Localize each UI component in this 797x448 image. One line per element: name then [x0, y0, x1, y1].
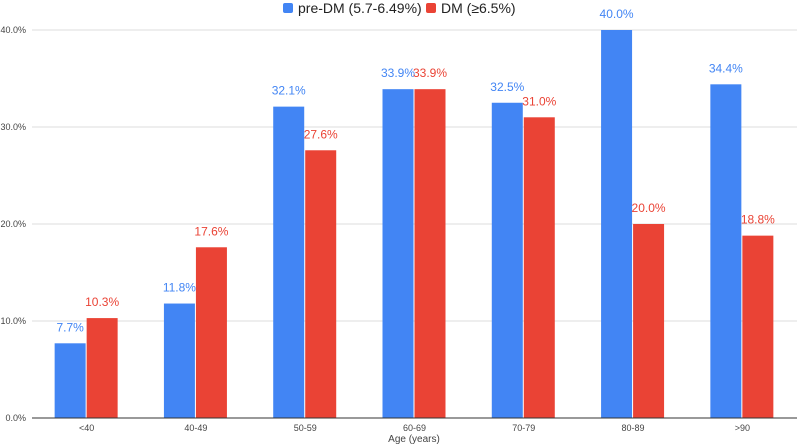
x-axis-ticks: <40 40-49 50-59 60-69 70-79 80-89 >90 [79, 423, 750, 433]
bar-pre-dm [601, 30, 633, 418]
x-tick-label: 40-49 [184, 423, 207, 433]
bar-pre-dm [491, 102, 523, 418]
bar-dm [195, 247, 227, 418]
data-label: 40.0% [600, 7, 634, 21]
y-tick-label: 30.0% [0, 122, 26, 132]
legend: pre-DM (5.7-6.49%) DM (≥6.5%) [283, 0, 516, 16]
data-label: 32.5% [490, 80, 524, 94]
data-label: 18.8% [741, 213, 775, 227]
bar-pre-dm [382, 89, 414, 419]
bar-dm [86, 318, 118, 418]
data-label: 34.4% [709, 61, 743, 75]
bar-pre-dm [273, 106, 305, 418]
bar-dm [523, 117, 555, 419]
y-axis-ticks: 0.0% 10.0% 20.0% 30.0% 40.0% [0, 25, 26, 423]
y-tick-label: 40.0% [0, 25, 26, 35]
x-tick-label: 50-59 [294, 423, 317, 433]
data-label: 32.1% [272, 84, 306, 98]
data-label: 20.0% [632, 201, 666, 215]
bar-dm [633, 224, 665, 418]
legend-label-dm: DM (≥6.5%) [441, 0, 516, 16]
y-tick-label: 0.0% [5, 413, 26, 423]
bar-pre-dm [163, 303, 195, 418]
y-tick-label: 10.0% [0, 316, 26, 326]
x-tick-label: 60-69 [403, 423, 426, 433]
bar-dm [414, 89, 446, 419]
y-tick-label: 20.0% [0, 219, 26, 229]
data-label: 17.6% [194, 224, 228, 238]
data-label: 10.3% [85, 295, 119, 309]
data-labels: 7.7%10.3% 11.8% 17.6% 32.1% 27.6% 33.9%33.9% 3… [56, 7, 775, 334]
legend-swatch-pre-dm [283, 3, 293, 13]
bar-dm [305, 150, 337, 418]
data-label: 33.9% [381, 66, 415, 80]
legend-swatch-dm [426, 3, 436, 13]
x-axis-title: Age (years) [388, 434, 440, 445]
bar-dm [742, 235, 774, 418]
x-tick-label: >90 [735, 423, 750, 433]
data-label: 11.8% [163, 281, 196, 295]
bar-pre-dm [54, 343, 86, 418]
data-label: 33.9% [413, 66, 447, 80]
x-tick-label: 80-89 [622, 423, 645, 433]
data-label: 27.6% [304, 127, 338, 141]
data-label: 31.0% [522, 94, 556, 108]
bars [54, 30, 774, 419]
bar-pre-dm [710, 84, 742, 418]
legend-label-pre-dm: pre-DM (5.7-6.49%) [298, 0, 422, 16]
x-tick-label: <40 [79, 423, 94, 433]
data-label: 7.7% [56, 320, 84, 334]
x-tick-label: 70-79 [512, 423, 535, 433]
